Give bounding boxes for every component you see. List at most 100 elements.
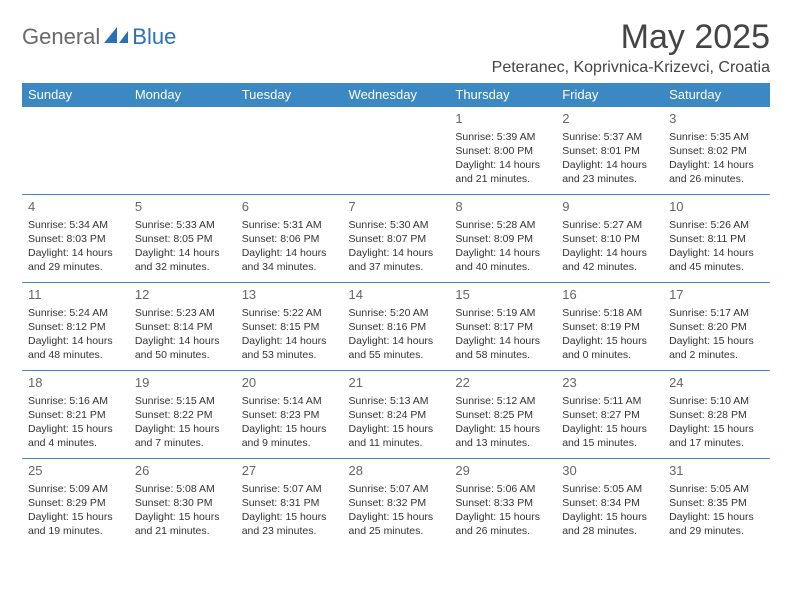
calendar-cell [129,107,236,195]
sunrise-text: Sunrise: 5:19 AM [455,306,550,320]
day-number: 25 [28,462,123,480]
calendar-cell: 18Sunrise: 5:16 AMSunset: 8:21 PMDayligh… [22,371,129,459]
calendar-cell: 29Sunrise: 5:06 AMSunset: 8:33 PMDayligh… [449,459,556,547]
daylight-text: and 15 minutes. [562,436,657,450]
sunrise-text: Sunrise: 5:33 AM [135,218,230,232]
page-subtitle: Peteranec, Koprivnica-Krizevci, Croatia [492,59,770,77]
calendar-cell: 14 Sunrise: 5:20 AMSunset: 8:16 PMDayligh… [343,283,450,371]
weekday-header: Monday [129,83,236,107]
daylight-text: Daylight: 15 hours [455,510,550,524]
sunrise-text: Sunrise: 5:24 AM [28,306,123,320]
day-number: 10 [669,198,764,216]
daylight-text: and 37 minutes. [349,260,444,274]
daylight-text: Daylight: 15 hours [562,510,657,524]
daylight-text: and 50 minutes. [135,348,230,362]
daylight-text: and 26 minutes. [455,524,550,538]
day-number: 15 [455,286,550,304]
sunset-text: Sunset: 8:16 PM [349,320,444,334]
day-number: 12 [135,286,230,304]
sunrise-text: Sunrise: 5:16 AM [28,394,123,408]
sunrise-text: Sunrise: 5:05 AM [562,482,657,496]
weekday-header: Saturday [663,83,770,107]
daylight-text: and 23 minutes. [242,524,337,538]
calendar-row: 11Sunrise: 5:24 AMSunset: 8:12 PMDayligh… [22,283,770,371]
daylight-text: Daylight: 14 hours [669,246,764,260]
calendar-cell: 1Sunrise: 5:39 AMSunset: 8:00 PMDaylight… [449,107,556,195]
daylight-text: and 29 minutes. [28,260,123,274]
sunrise-text: Sunrise: 5:15 AM [135,394,230,408]
sunrise-text: Sunrise: 5:10 AM [669,394,764,408]
sunrise-text: Sunrise: 5:37 AM [562,130,657,144]
daylight-text: Daylight: 14 hours [135,246,230,260]
calendar-cell: 7Sunrise: 5:30 AMSunset: 8:07 PMDaylight… [343,195,450,283]
daylight-text: and 13 minutes. [455,436,550,450]
daylight-text: and 34 minutes. [242,260,337,274]
sunset-text: Sunset: 8:02 PM [669,144,764,158]
sunrise-text: Sunrise: 5:07 AM [349,482,444,496]
day-number: 18 [28,374,123,392]
day-number: 23 [562,374,657,392]
sunset-text: Sunset: 8:21 PM [28,408,123,422]
calendar-cell: 24Sunrise: 5:10 AMSunset: 8:28 PMDayligh… [663,371,770,459]
calendar-cell [236,107,343,195]
page-title: May 2025 [492,18,770,57]
day-number: 5 [135,198,230,216]
daylight-text: and 9 minutes. [242,436,337,450]
daylight-text: and 32 minutes. [135,260,230,274]
sunset-text: Sunset: 8:12 PM [28,320,123,334]
day-number: 13 [242,286,337,304]
daylight-text: Daylight: 15 hours [562,422,657,436]
sunrise-text: Sunrise: 5:34 AM [28,218,123,232]
day-number: 6 [242,198,337,216]
daylight-text: and 45 minutes. [669,260,764,274]
daylight-text: Daylight: 14 hours [242,334,337,348]
day-number: 24 [669,374,764,392]
daylight-text: and 25 minutes. [349,524,444,538]
header: General Blue May 2025 Peteranec, Koprivn… [22,18,770,77]
calendar-cell: 25Sunrise: 5:09 AMSunset: 8:29 PMDayligh… [22,459,129,547]
daylight-text: Daylight: 14 hours [455,158,550,172]
daylight-text: Daylight: 15 hours [669,334,764,348]
sunset-text: Sunset: 8:33 PM [455,496,550,510]
sunset-text: Sunset: 8:01 PM [562,144,657,158]
calendar-cell: 9Sunrise: 5:27 AMSunset: 8:10 PMDaylight… [556,195,663,283]
calendar-cell: 26Sunrise: 5:08 AMSunset: 8:30 PMDayligh… [129,459,236,547]
calendar-cell: 23Sunrise: 5:11 AMSunset: 8:27 PMDayligh… [556,371,663,459]
daylight-text: Daylight: 15 hours [135,510,230,524]
day-number: 2 [562,110,657,128]
sunrise-text: Sunrise: 5:20 AM [349,306,444,320]
daylight-text: and 2 minutes. [669,348,764,362]
calendar-cell [343,107,450,195]
calendar-cell: 27Sunrise: 5:07 AMSunset: 8:31 PMDayligh… [236,459,343,547]
sunrise-text: Sunrise: 5:30 AM [349,218,444,232]
daylight-text: and 28 minutes. [562,524,657,538]
daylight-text: and 29 minutes. [669,524,764,538]
day-number: 3 [669,110,764,128]
sunrise-text: Sunrise: 5:28 AM [455,218,550,232]
sunset-text: Sunset: 8:31 PM [242,496,337,510]
sunset-text: Sunset: 8:03 PM [28,232,123,246]
sunset-text: Sunset: 8:35 PM [669,496,764,510]
day-number: 14 [349,286,444,304]
calendar-row: 1Sunrise: 5:39 AMSunset: 8:00 PMDaylight… [22,107,770,195]
daylight-text: Daylight: 15 hours [242,510,337,524]
daylight-text: Daylight: 14 hours [349,246,444,260]
calendar-cell: 21Sunrise: 5:13 AMSunset: 8:24 PMDayligh… [343,371,450,459]
sunset-text: Sunset: 8:23 PM [242,408,337,422]
calendar-row: 4Sunrise: 5:34 AMSunset: 8:03 PMDaylight… [22,195,770,283]
daylight-text: and 40 minutes. [455,260,550,274]
day-number: 19 [135,374,230,392]
daylight-text: Daylight: 15 hours [669,422,764,436]
day-number: 31 [669,462,764,480]
calendar-cell: 10Sunrise: 5:26 AMSunset: 8:11 PMDayligh… [663,195,770,283]
sunrise-text: Sunrise: 5:39 AM [455,130,550,144]
sunset-text: Sunset: 8:09 PM [455,232,550,246]
sunset-text: Sunset: 8:32 PM [349,496,444,510]
daylight-text: Daylight: 15 hours [349,510,444,524]
daylight-text: Daylight: 15 hours [455,422,550,436]
daylight-text: Daylight: 14 hours [349,334,444,348]
calendar-table: Sunday Monday Tuesday Wednesday Thursday… [22,83,770,547]
calendar-cell: 2Sunrise: 5:37 AMSunset: 8:01 PMDaylight… [556,107,663,195]
calendar-cell: 13Sunrise: 5:22 AMSunset: 8:15 PMDayligh… [236,283,343,371]
weekday-header: Tuesday [236,83,343,107]
